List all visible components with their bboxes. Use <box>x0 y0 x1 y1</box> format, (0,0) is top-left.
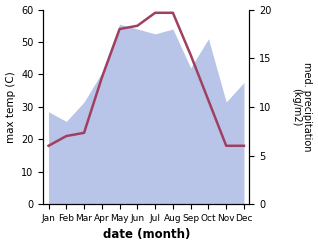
Y-axis label: max temp (C): max temp (C) <box>5 71 16 143</box>
Y-axis label: med. precipitation
(kg/m2): med. precipitation (kg/m2) <box>291 62 313 152</box>
X-axis label: date (month): date (month) <box>103 228 190 242</box>
